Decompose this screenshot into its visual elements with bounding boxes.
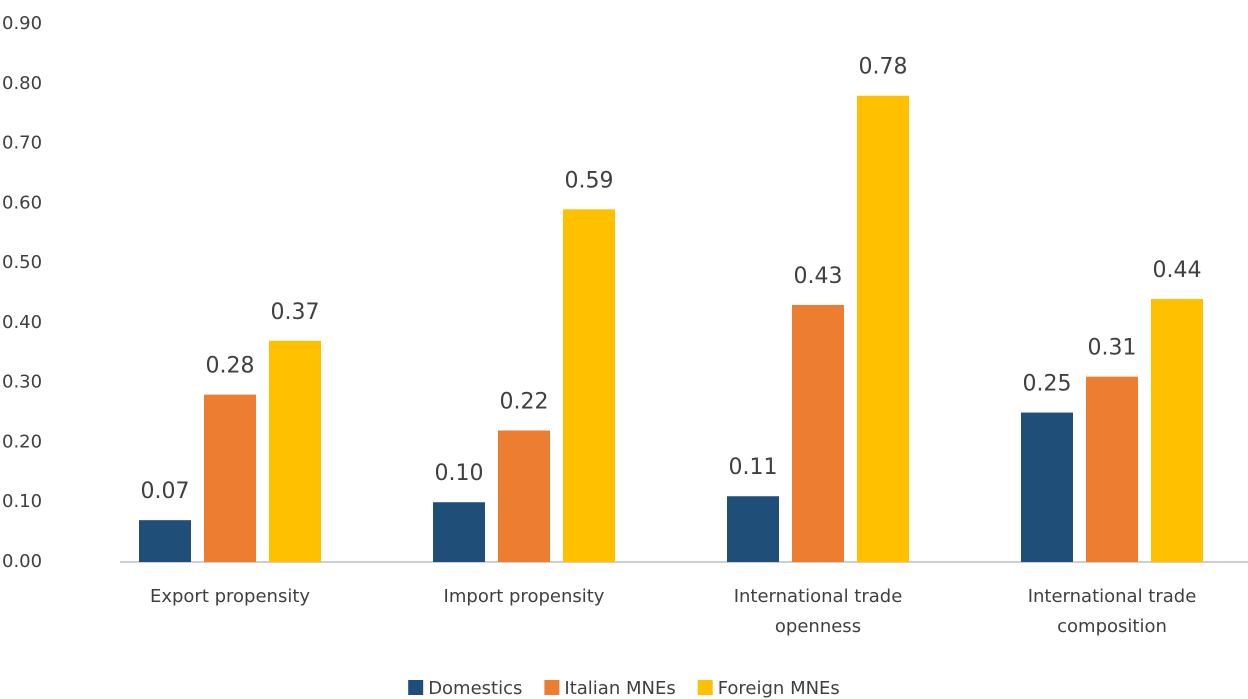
bar bbox=[857, 95, 909, 562]
x-tick-label: International trade openness bbox=[733, 586, 903, 637]
legend-label: Italian MNEs bbox=[564, 678, 675, 699]
legend-swatch bbox=[408, 680, 424, 695]
bar bbox=[1021, 412, 1073, 562]
y-tick-label: 0.00 bbox=[2, 551, 42, 572]
data-label: 0.25 bbox=[1023, 372, 1072, 397]
data-label: 0.78 bbox=[859, 55, 908, 80]
data-label: 0.07 bbox=[141, 479, 190, 504]
y-tick-label: 0.40 bbox=[2, 312, 42, 333]
data-label: 0.22 bbox=[500, 389, 549, 414]
bar bbox=[433, 502, 485, 562]
y-tick-label: 0.20 bbox=[2, 431, 42, 452]
data-label: 0.43 bbox=[794, 264, 843, 289]
bar bbox=[204, 394, 256, 562]
data-label: 0.28 bbox=[206, 354, 255, 379]
bar bbox=[1086, 376, 1138, 562]
y-tick-label: 0.70 bbox=[2, 133, 42, 154]
y-tick-label: 0.90 bbox=[2, 13, 42, 34]
y-tick-label: 0.50 bbox=[2, 252, 42, 273]
bar bbox=[1151, 298, 1203, 562]
data-label: 0.10 bbox=[435, 461, 484, 486]
legend-label: Foreign MNEs bbox=[718, 678, 840, 699]
bar bbox=[727, 496, 779, 562]
x-tick-label: Import propensity bbox=[443, 586, 605, 607]
y-tick-label: 0.30 bbox=[2, 372, 42, 393]
legend-swatch bbox=[697, 680, 713, 695]
bar bbox=[792, 304, 844, 562]
data-label: 0.37 bbox=[271, 300, 320, 325]
data-label: 0.44 bbox=[1153, 258, 1202, 283]
bar bbox=[498, 430, 550, 562]
bar bbox=[563, 209, 615, 563]
data-label: 0.11 bbox=[729, 455, 778, 480]
data-label: 0.31 bbox=[1088, 336, 1137, 361]
x-tick-label: International trade composition bbox=[1027, 586, 1197, 637]
y-tick-label: 0.60 bbox=[2, 192, 42, 213]
y-tick-label: 0.80 bbox=[2, 73, 42, 94]
legend-label: Domestics bbox=[428, 678, 522, 699]
y-tick-label: 0.10 bbox=[2, 491, 42, 512]
legend-swatch bbox=[544, 680, 560, 695]
x-tick-label: Export propensity bbox=[149, 586, 311, 607]
bar bbox=[139, 520, 191, 562]
data-label: 0.59 bbox=[565, 168, 614, 193]
bar bbox=[269, 340, 321, 562]
